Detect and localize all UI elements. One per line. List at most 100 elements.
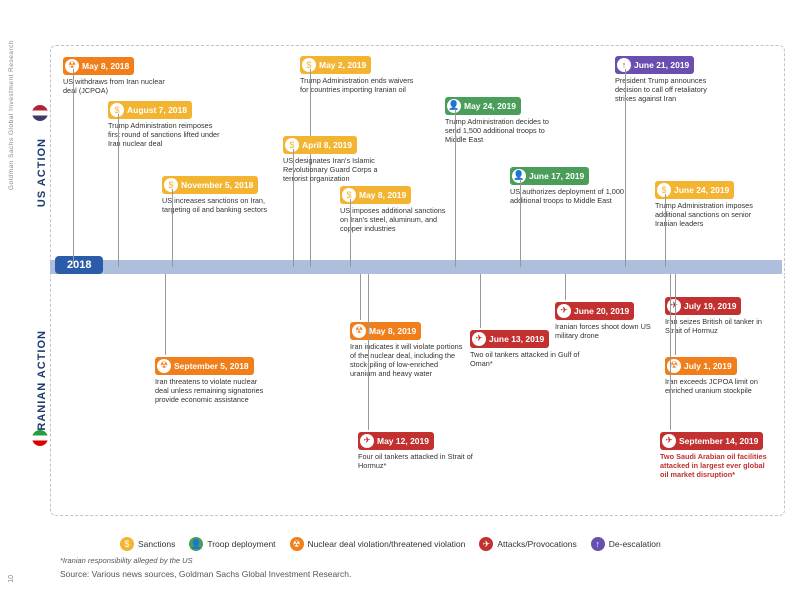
event-ir8: ✈September 14, 2019 Two Saudi Arabian oil… xyxy=(660,430,775,479)
event-us8: 👤June 17, 2019 US authorizes deployment o… xyxy=(510,165,625,205)
event-date: July 19, 2019 xyxy=(684,301,736,311)
event-badge: ↑June 21, 2019 xyxy=(615,56,694,74)
event-desc: Two Saudi Arabian oil facilities attacke… xyxy=(660,452,775,479)
event-us5: $April 8, 2019 US designates Iran's Islam… xyxy=(283,135,398,183)
connector xyxy=(480,274,481,328)
event-badge: ✈September 14, 2019 xyxy=(660,432,763,450)
connector xyxy=(625,69,626,267)
event-ir5: ✈June 20, 2019 Iranian forces shoot down … xyxy=(555,300,670,340)
event-desc: US imposes additional sanctions on Iran'… xyxy=(340,206,455,233)
event-ir3: ✈May 12, 2019 Four oil tankers attacked i… xyxy=(358,430,473,470)
timeline-axis xyxy=(50,260,782,274)
attack-icon: ✈ xyxy=(360,434,374,448)
legend-item-troops: 👤Troop deployment xyxy=(189,537,275,551)
event-desc: Trump Administration ends waivers for co… xyxy=(300,76,415,94)
connector xyxy=(368,274,369,430)
footnote: *Iranian responsibility alleged by the U… xyxy=(60,556,193,565)
legend-label: Nuclear deal violation/threatened violat… xyxy=(308,539,466,549)
event-date: June 24, 2019 xyxy=(674,185,729,195)
event-desc: Four oil tankers attacked in Strait of H… xyxy=(358,452,473,470)
troops-icon: 👤 xyxy=(447,99,461,113)
event-desc: Trump Administration decides to send 1,5… xyxy=(445,117,560,144)
connector xyxy=(73,69,74,267)
sanctions-icon: $ xyxy=(120,537,134,551)
event-desc: US designates Iran's Islamic Revolutiona… xyxy=(283,156,398,183)
legend: $Sanctions 👤Troop deployment ☢ Nuclear deal… xyxy=(120,537,780,551)
event-desc: Trump Administration reimposes first rou… xyxy=(108,121,223,148)
sanctions-icon: $ xyxy=(285,138,299,152)
connector xyxy=(455,109,456,267)
event-badge: ✈June 13, 2019 xyxy=(470,330,549,348)
event-date: November 5, 2018 xyxy=(181,180,253,190)
connector xyxy=(665,194,666,267)
troops-icon: 👤 xyxy=(512,169,526,183)
connector xyxy=(350,199,351,267)
connector xyxy=(520,179,521,267)
event-us6: $May 8, 2019 US imposes additional sancti… xyxy=(340,185,455,233)
connector xyxy=(293,149,294,267)
event-ir6: ✈July 19, 2019 Iran seizes British oil ta… xyxy=(665,295,780,335)
deescalation-icon: ↑ xyxy=(591,537,605,551)
event-date: September 5, 2018 xyxy=(174,361,249,371)
event-date: June 13, 2019 xyxy=(489,334,544,344)
us-flag-icon xyxy=(32,105,48,121)
event-badge: $November 5, 2018 xyxy=(162,176,258,194)
event-desc: Iran exceeds JCPOA limit on enriched ura… xyxy=(665,377,780,395)
nuclear-icon: ☢ xyxy=(65,59,79,73)
legend-item-nuclear: ☢ Nuclear deal violation/threatened viola… xyxy=(290,537,466,551)
event-badge: $August 7, 2018 xyxy=(108,101,192,119)
event-desc: President Trump announces decision to ca… xyxy=(615,76,730,103)
event-badge: ✈July 19, 2019 xyxy=(665,297,741,315)
event-ir1: ☢September 5, 2018 Iran threatens to viol… xyxy=(155,355,270,404)
event-us7: 👤May 24, 2019Trump Administration decide… xyxy=(445,95,560,144)
page-number: 10 xyxy=(8,575,15,583)
attack-icon: ✈ xyxy=(662,434,676,448)
event-us2: $August 7, 2018 Trump Administration reim… xyxy=(108,100,223,148)
event-desc: Iran seizes British oil tanker in Strait… xyxy=(665,317,780,335)
sanctions-icon: $ xyxy=(342,188,356,202)
event-date: June 17, 2019 xyxy=(529,171,584,181)
connector xyxy=(670,274,671,430)
event-date: July 1, 2019 xyxy=(684,361,732,371)
connector xyxy=(165,274,166,355)
troops-icon: 👤 xyxy=(189,537,203,551)
attack-icon: ✈ xyxy=(557,304,571,318)
event-date: May 2, 2019 xyxy=(319,60,366,70)
event-us1: ☢May 8, 2018US withdraws from Iran nucle… xyxy=(63,55,178,95)
event-desc: Two oil tankers attacked in Gulf of Oman… xyxy=(470,350,585,368)
event-date: June 20, 2019 xyxy=(574,306,629,316)
event-badge: ✈June 20, 2019 xyxy=(555,302,634,320)
iranian-action-label: IRANIAN ACTION xyxy=(36,330,48,435)
event-badge: $April 8, 2019 xyxy=(283,136,357,154)
event-date: May 12, 2019 xyxy=(377,436,429,446)
legend-item-sanctions: $Sanctions xyxy=(120,537,175,551)
event-desc: US authorizes deployment of 1,000 additi… xyxy=(510,187,625,205)
left-vertical-source: Goldman Sachs Global Investment Research xyxy=(8,40,15,190)
event-date: September 14, 2019 xyxy=(679,436,758,446)
event-desc: Iranian forces shoot down US military dr… xyxy=(555,322,670,340)
event-badge: $June 24, 2019 xyxy=(655,181,734,199)
legend-item-deescalation: ↑De-escalation xyxy=(591,537,661,551)
event-badge: ☢September 5, 2018 xyxy=(155,357,254,375)
deescalation-icon: ↑ xyxy=(617,58,631,72)
sanctions-icon: $ xyxy=(302,58,316,72)
event-date: August 7, 2018 xyxy=(127,105,187,115)
event-us9: ↑June 21, 2019 President Trump announces … xyxy=(615,55,730,103)
event-badge: ☢May 8, 2019 xyxy=(350,322,421,340)
event-date: May 8, 2019 xyxy=(359,190,406,200)
connector xyxy=(118,114,119,267)
event-desc: Trump Administration imposes additional … xyxy=(655,201,770,228)
us-action-label: US ACTION xyxy=(36,138,48,207)
sanctions-icon: $ xyxy=(657,183,671,197)
event-us3: $November 5, 2018US increases sanctions … xyxy=(162,175,277,214)
legend-label: Attacks/Provocations xyxy=(497,539,576,549)
event-badge: 👤June 17, 2019 xyxy=(510,167,589,185)
event-badge: ☢July 1, 2019 xyxy=(665,357,737,375)
iran-flag-icon xyxy=(32,430,48,446)
connector xyxy=(360,274,361,320)
connector xyxy=(172,189,173,267)
nuclear-icon: ☢ xyxy=(290,537,304,551)
event-us4: $May 2, 2019 Trump Administration ends wa… xyxy=(300,55,415,94)
event-desc: Iran threatens to violate nuclear deal u… xyxy=(155,377,270,404)
connector xyxy=(565,274,566,300)
